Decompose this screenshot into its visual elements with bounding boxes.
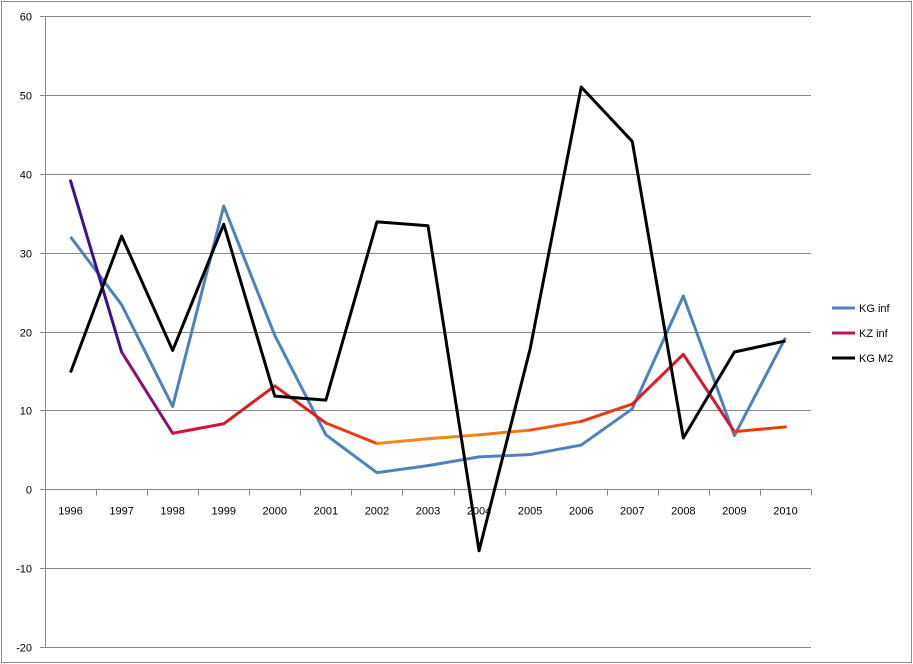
x-tick-label-1996: 1996 [58,506,82,518]
series-kz-inf-segment [120,350,175,435]
x-tick-label-2000: 2000 [263,506,287,518]
x-tick-label-2006: 2006 [569,506,593,518]
series-kz-inf-segment [477,428,532,437]
y-tick-label-10: 10 [20,406,32,418]
x-tick-label-2008: 2008 [671,506,695,518]
y-tick-label-30: 30 [20,249,32,261]
y-tick-label-60: 60 [20,12,32,24]
legend-label-kg-inf: KG inf [859,303,891,315]
series-kz-inf-segment [222,384,277,426]
series-kz-inf-segment [171,422,226,435]
series-kz-inf-segment [528,419,583,432]
x-tick-labels: 1996 1997 1998 1999 2000 2001 2002 2003 2004 2005… [58,506,797,518]
series-kz-inf-segment [732,425,787,434]
x-tick-label-2007: 2007 [620,506,644,518]
y-tick-label-50: 50 [20,91,32,103]
x-tick-label-2003: 2003 [416,506,440,518]
gridlines [45,16,811,648]
x-tick-label-2010: 2010 [773,506,797,518]
y-tick-label--10: -10 [16,564,32,576]
x-tick-label-2001: 2001 [314,506,338,518]
series-kz-inf-segment [69,179,124,354]
series-kz-inf-segment [579,402,634,423]
x-tick-label-2009: 2009 [722,506,746,518]
series-kz-inf-segment [375,437,430,446]
y-tick-label-0: 0 [26,485,32,497]
series-kg-m2-line [69,85,786,553]
y-tick-label-20: 20 [20,328,32,340]
x-tick-label-2002: 2002 [365,506,389,518]
series-lines [69,85,787,553]
series-kz-inf-segment [273,384,328,425]
y-tick-label-40: 40 [20,170,32,182]
y-tick-label--20: -20 [16,643,32,655]
y-tick-labels: -20 -10 0 10 20 30 40 50 60 [16,12,32,655]
series-kz-inf-segment [426,433,481,441]
legend: KG inf KZ inf KG M2 [832,303,893,365]
series-kz-inf-segment [630,352,685,406]
legend-label-kg-m2: KG M2 [859,353,893,365]
axes [40,16,812,648]
legend-label-kz-inf: KZ inf [859,328,889,340]
x-tick-label-1999: 1999 [211,506,235,518]
x-tick-label-2005: 2005 [518,506,542,518]
x-tick-label-1997: 1997 [109,506,133,518]
x-tick-label-1998: 1998 [160,506,184,518]
series-kz-inf-segment [324,421,379,446]
